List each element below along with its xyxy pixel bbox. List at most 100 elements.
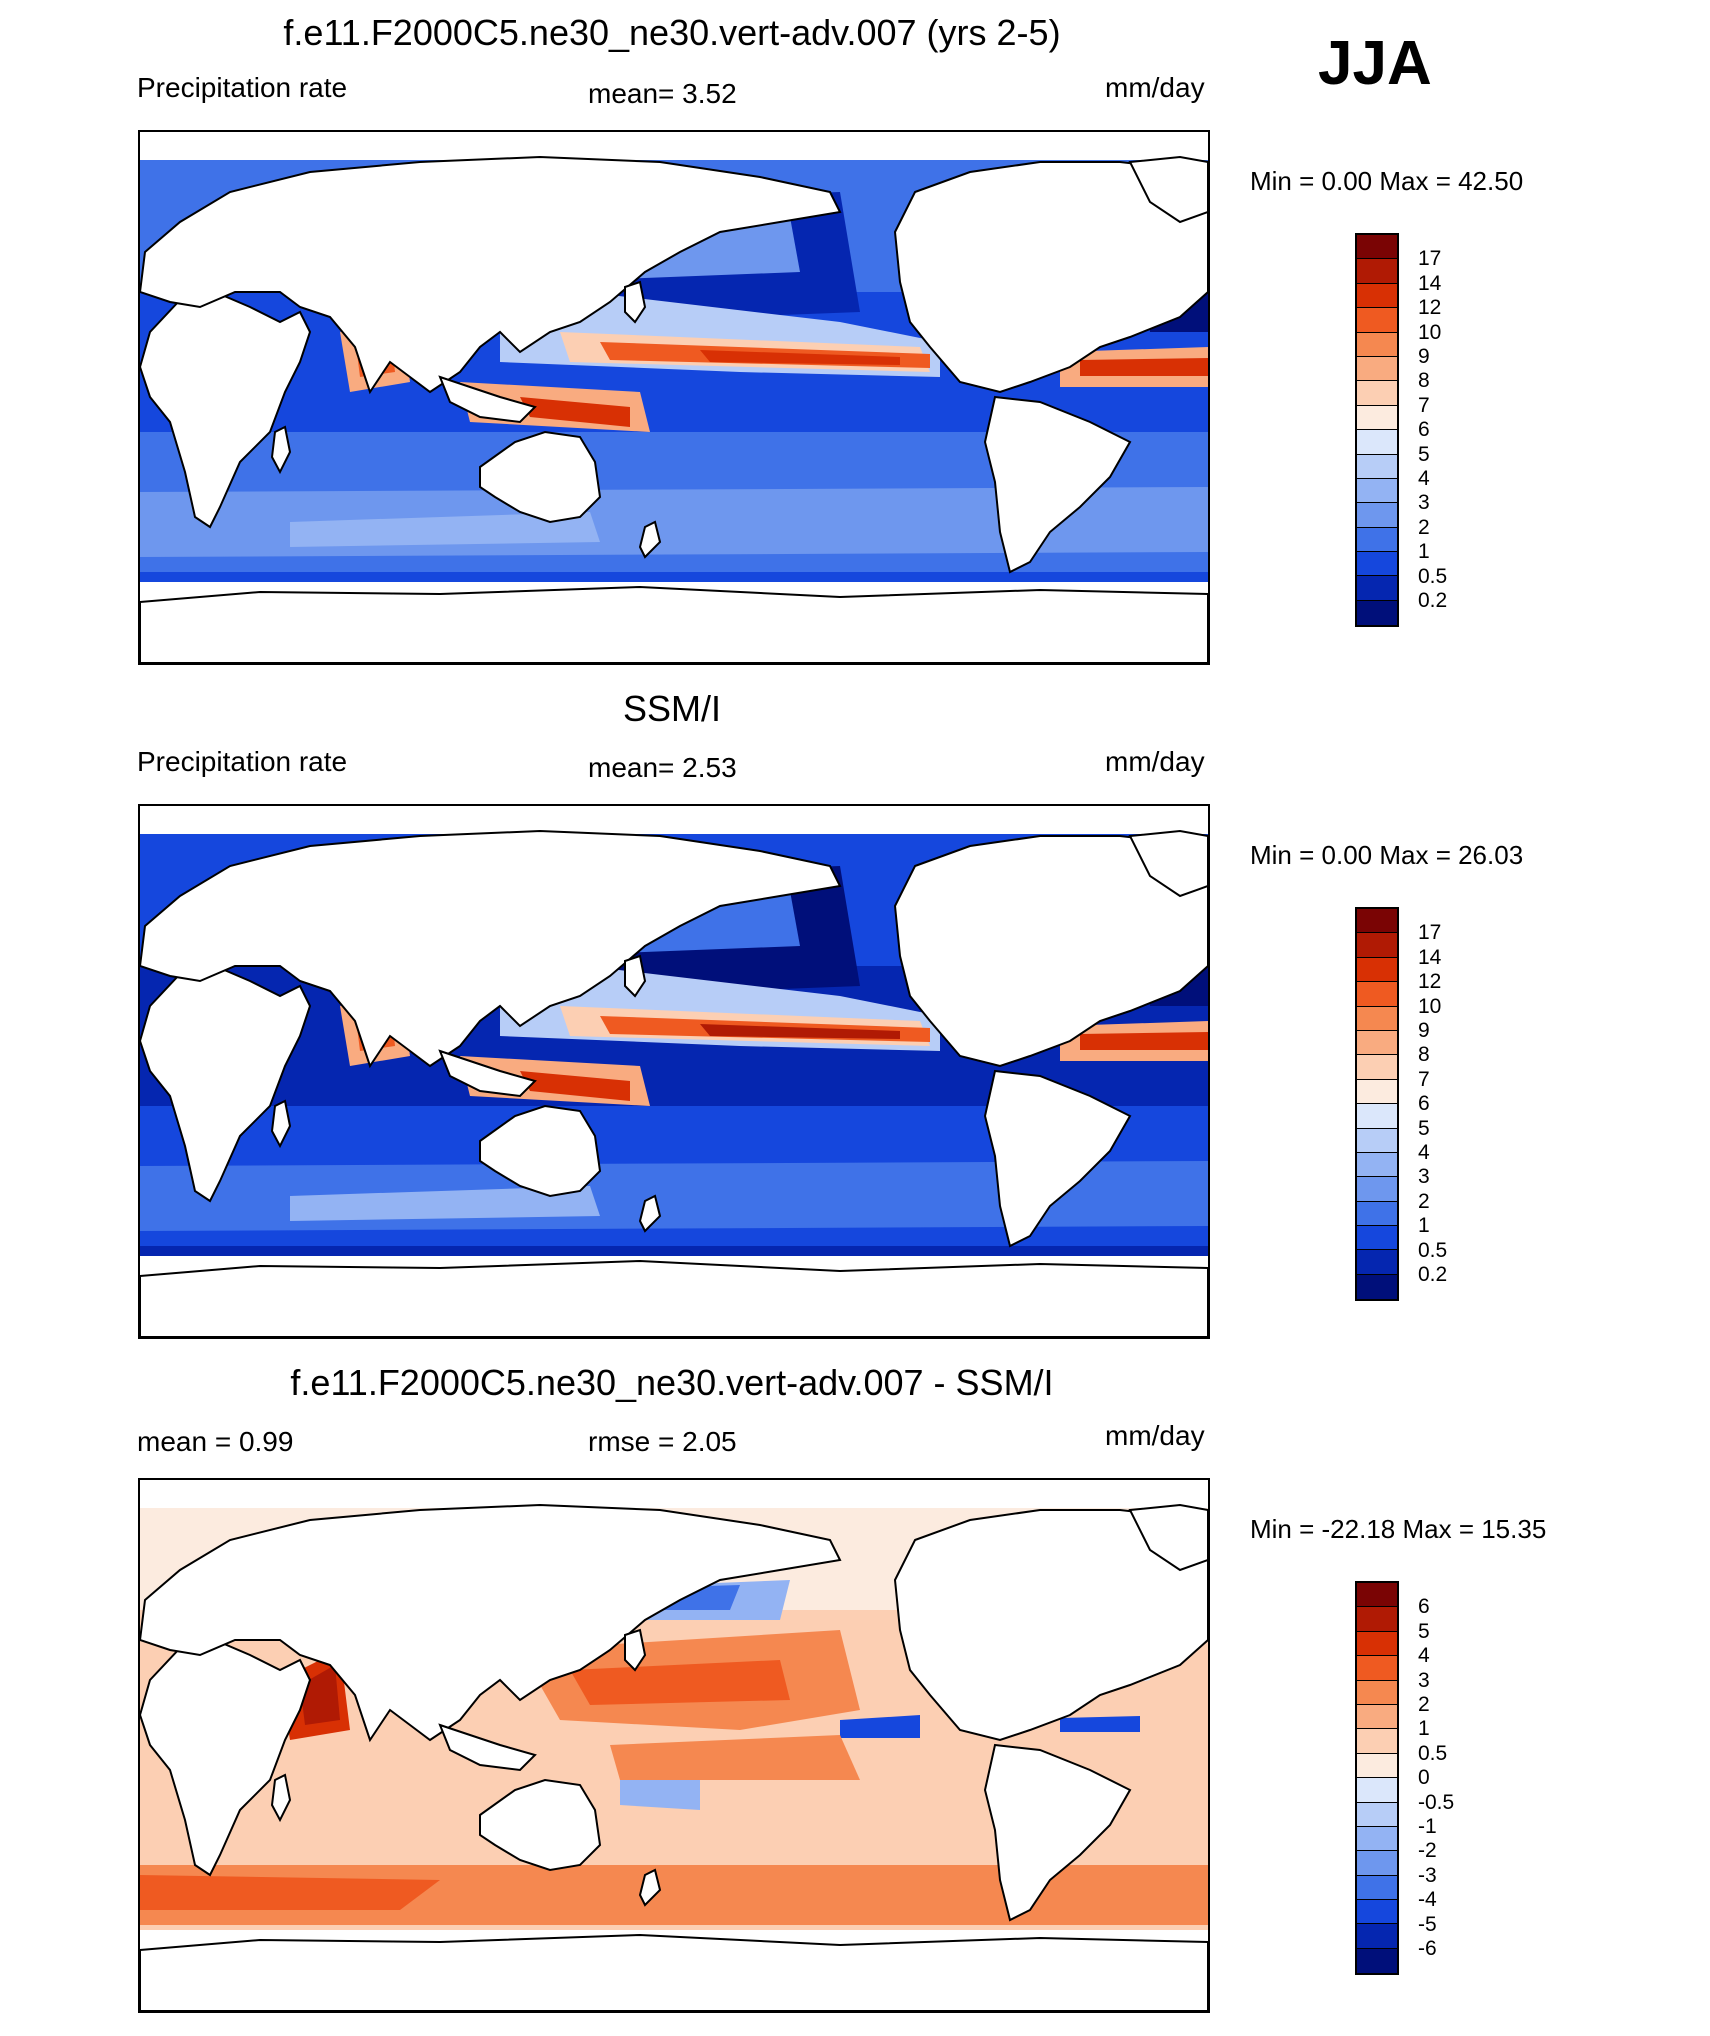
colorbar-swatch	[1357, 527, 1397, 553]
colorbar-tick-label: 0	[1418, 1766, 1430, 1790]
colorbar-tick-label: 3	[1418, 1165, 1430, 1189]
colorbar-swatch	[1357, 332, 1397, 357]
colorbar-tick-label: -4	[1418, 1888, 1437, 1912]
colorbar-tick-label: -3	[1418, 1863, 1437, 1887]
continent-outline	[983, 395, 1132, 574]
colorbar-tick-label: 3	[1418, 1668, 1430, 1692]
colorbar-swatch	[1357, 1152, 1397, 1178]
colorbar-tick-label: 14	[1418, 271, 1442, 295]
colorbar-swatch	[1357, 576, 1397, 601]
continent-outline	[624, 280, 647, 324]
continent-outline	[638, 1868, 662, 1907]
colorbar-tick-label: 6	[1418, 418, 1430, 442]
panel-1-colorbar	[1355, 233, 1399, 628]
colorbar-swatch	[1357, 1006, 1397, 1031]
colorbar-swatch	[1357, 1055, 1397, 1080]
precip-contour-region	[520, 1071, 630, 1101]
colorbar-swatch	[1357, 1030, 1397, 1056]
continent-outline	[624, 954, 647, 998]
panel-3-title: f.e11.F2000C5.ne30_ne30.vert-adv.007 - S…	[290, 1362, 1054, 1403]
colorbar-swatch	[1357, 1656, 1397, 1681]
colorbar-swatch	[1357, 1948, 1397, 1974]
colorbar-tick-label: 4	[1418, 1141, 1430, 1164]
panel-3-min-max: Min = -22.18 Max = 15.35	[1250, 1514, 1547, 1544]
colorbar-swatch	[1357, 1924, 1397, 1949]
colorbar-swatch	[1357, 1851, 1397, 1876]
panel-2-mean-label: mean= 2.53	[588, 752, 737, 783]
continent-outline	[438, 1049, 537, 1098]
colorbar-swatch	[1357, 1128, 1397, 1153]
colorbar-tick-label: 4	[1418, 467, 1430, 490]
colorbar-tick-label: -1	[1418, 1815, 1437, 1838]
no-data-strip	[140, 806, 1208, 834]
colorbar-swatch	[1357, 259, 1397, 284]
precip-contour-region	[1080, 358, 1208, 376]
colorbar-swatch	[1357, 933, 1397, 958]
colorbar-swatch	[1357, 503, 1397, 528]
colorbar-swatch	[1357, 552, 1397, 577]
colorbar-tick-label: -0.5	[1418, 1790, 1455, 1814]
continent-outline	[638, 1194, 662, 1233]
colorbar-swatch	[1357, 1631, 1397, 1657]
continent-outline	[140, 1259, 1208, 1337]
continent-outline	[638, 520, 662, 559]
colorbar-tick-label: 0.5	[1418, 1741, 1448, 1765]
colorbar-tick-label: 8	[1418, 369, 1430, 393]
panel-1-units-label: mm/day	[1105, 72, 1205, 103]
precip-contour-region	[610, 1735, 860, 1780]
colorbar-swatch	[1357, 1583, 1397, 1608]
colorbar-swatch	[1357, 1177, 1397, 1202]
colorbar-tick-label: 2	[1418, 1189, 1430, 1213]
continent-outline	[140, 155, 842, 395]
precip-contour-region	[700, 350, 900, 365]
continent-outline	[479, 430, 602, 524]
colorbar-tick-label: -6	[1418, 1937, 1437, 1960]
colorbar-swatch	[1357, 1607, 1397, 1632]
colorbar-tick-label: 7	[1418, 393, 1430, 417]
colorbar-swatch	[1357, 1753, 1397, 1779]
continent-outline	[479, 1778, 602, 1872]
continent-outline	[1128, 829, 1208, 898]
continent-outline	[479, 1104, 602, 1198]
colorbar-swatch	[1357, 1226, 1397, 1251]
colorbar-tick-label: 12	[1418, 296, 1442, 320]
colorbar-tick-label: 4	[1418, 1644, 1430, 1668]
colorbar-tick-label: 3	[1418, 491, 1430, 515]
continent-outline	[438, 1723, 537, 1772]
panel-1-mean-label: mean= 3.52	[588, 78, 737, 109]
precip-contour-region	[140, 1875, 440, 1910]
continent-outline	[140, 829, 842, 1069]
panel-2-variable-label: Precipitation rate	[137, 746, 348, 777]
colorbar-tick-label: 6	[1418, 1092, 1430, 1116]
continent-outline	[624, 1628, 647, 1672]
colorbar-swatch	[1357, 600, 1397, 626]
panel-3-colorbar	[1355, 1581, 1399, 1976]
colorbar-swatch	[1357, 1900, 1397, 1925]
colorbar-swatch	[1357, 1704, 1397, 1730]
colorbar-tick-label: 8	[1418, 1043, 1430, 1067]
colorbar-tick-label: -2	[1418, 1839, 1437, 1863]
colorbar-swatch	[1357, 1201, 1397, 1227]
colorbar-tick-label: 1	[1418, 1214, 1430, 1238]
continent-outline	[893, 835, 1208, 1068]
precip-contour-region	[1060, 1716, 1140, 1732]
colorbar-tick-label: 1	[1418, 1717, 1430, 1741]
colorbar-tick-label: 9	[1418, 1019, 1430, 1042]
continent-outline	[438, 375, 537, 424]
colorbar-swatch	[1357, 1104, 1397, 1129]
colorbar-tick-label: 2	[1418, 515, 1430, 539]
continent-outline	[1128, 1503, 1208, 1572]
colorbar-swatch	[1357, 909, 1397, 934]
colorbar-swatch	[1357, 308, 1397, 333]
panel-2-map	[138, 804, 1210, 1339]
colorbar-swatch	[1357, 235, 1397, 260]
colorbar-tick-label: 0.2	[1418, 589, 1448, 612]
colorbar-swatch	[1357, 1826, 1397, 1852]
continent-outline	[140, 585, 1208, 663]
colorbar-swatch	[1357, 1680, 1397, 1705]
colorbar-swatch	[1357, 356, 1397, 382]
colorbar-tick-label: 0.5	[1418, 1238, 1448, 1262]
colorbar-swatch	[1357, 1079, 1397, 1105]
colorbar-tick-label: 10	[1418, 320, 1442, 344]
precip-contour-region	[1080, 1032, 1208, 1050]
